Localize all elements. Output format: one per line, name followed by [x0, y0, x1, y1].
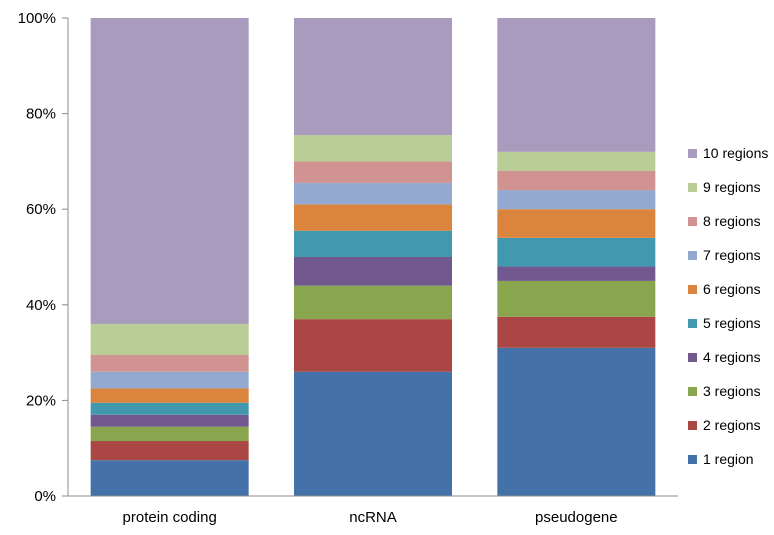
y-tick-label: 40% — [26, 297, 56, 314]
y-tick-label: 20% — [26, 392, 56, 409]
bar-segment-pseudogene-10-regions — [497, 18, 656, 152]
y-tick-label: 60% — [26, 201, 56, 218]
bar-segment-pseudogene-6-regions — [497, 209, 656, 238]
x-tick-label: pseudogene — [535, 509, 618, 526]
legend-label-9-regions: 9 regions — [703, 179, 761, 195]
bar-segment-pseudogene-9-regions — [497, 151, 656, 171]
bar-segment-protein-coding-8-regions — [90, 354, 249, 372]
bar-segment-protein-coding-9-regions — [90, 323, 249, 355]
bar-segment-protein-coding-6-regions — [90, 388, 249, 403]
bar-segment-protein-coding-4-regions — [90, 414, 249, 427]
bar-segment-protein-coding-10-regions — [90, 18, 249, 324]
bar-segment-protein-coding-5-regions — [90, 402, 249, 415]
legend-label-10-regions: 10 regions — [703, 145, 768, 161]
legend-label-1-region: 1 region — [703, 451, 754, 467]
y-tick-label: 100% — [18, 10, 56, 27]
legend-swatch-10-regions — [688, 149, 697, 158]
x-tick-label: ncRNA — [349, 509, 397, 526]
x-tick-label: protein coding — [123, 509, 217, 526]
y-tick-label: 80% — [26, 106, 56, 123]
legend-swatch-4-regions — [688, 353, 697, 362]
bar-segment-protein-coding-7-regions — [90, 371, 249, 389]
bar-segment-ncrna-6-regions — [294, 204, 452, 231]
legend: 10 regions 9 regions 8 regions 7 regions 6 r… — [688, 145, 768, 467]
legend-swatch-5-regions — [688, 319, 697, 328]
bar-segment-ncrna-3-regions — [294, 285, 452, 320]
bar-segment-pseudogene-3-regions — [497, 280, 656, 317]
axes-layer: protein coding ncRNA pseudogene 0% 20% 40% 60%… — [18, 10, 678, 526]
legend-label-8-regions: 8 regions — [703, 213, 761, 229]
bar-segment-pseudogene-5-regions — [497, 237, 656, 267]
bar-segment-ncrna-1-region — [294, 371, 452, 496]
bar-segment-ncrna-7-regions — [294, 182, 452, 205]
bar-segment-protein-coding-2-regions — [90, 441, 249, 461]
legend-label-5-regions: 5 regions — [703, 315, 761, 331]
bar-segment-pseudogene-7-regions — [497, 190, 656, 210]
bar-segment-ncrna-10-regions — [294, 18, 452, 136]
legend-label-3-regions: 3 regions — [703, 383, 761, 399]
y-tick-label: 0% — [34, 488, 56, 505]
bars-layer — [90, 18, 656, 496]
legend-label-4-regions: 4 regions — [703, 349, 761, 365]
bar-segment-ncrna-2-regions — [294, 319, 452, 372]
bar-segment-ncrna-5-regions — [294, 230, 452, 257]
legend-swatch-8-regions — [688, 217, 697, 226]
legend-swatch-7-regions — [688, 251, 697, 260]
bar-segment-ncrna-8-regions — [294, 161, 452, 183]
legend-swatch-1-region — [688, 455, 697, 464]
bar-segment-pseudogene-2-regions — [497, 316, 656, 348]
bar-segment-protein-coding-1-region — [90, 460, 249, 496]
legend-swatch-9-regions — [688, 183, 697, 192]
bar-segment-protein-coding-3-regions — [90, 426, 249, 442]
legend-swatch-2-regions — [688, 421, 697, 430]
bar-segment-pseudogene-8-regions — [497, 170, 656, 191]
bar-segment-pseudogene-1-region — [497, 347, 656, 496]
legend-label-2-regions: 2 regions — [703, 417, 761, 433]
bar-segment-pseudogene-4-regions — [497, 266, 656, 281]
legend-label-7-regions: 7 regions — [703, 247, 761, 263]
legend-swatch-3-regions — [688, 387, 697, 396]
bar-segment-ncrna-9-regions — [294, 135, 452, 162]
legend-label-6-regions: 6 regions — [703, 281, 761, 297]
legend-swatch-6-regions — [688, 285, 697, 294]
bar-segment-ncrna-4-regions — [294, 257, 452, 286]
